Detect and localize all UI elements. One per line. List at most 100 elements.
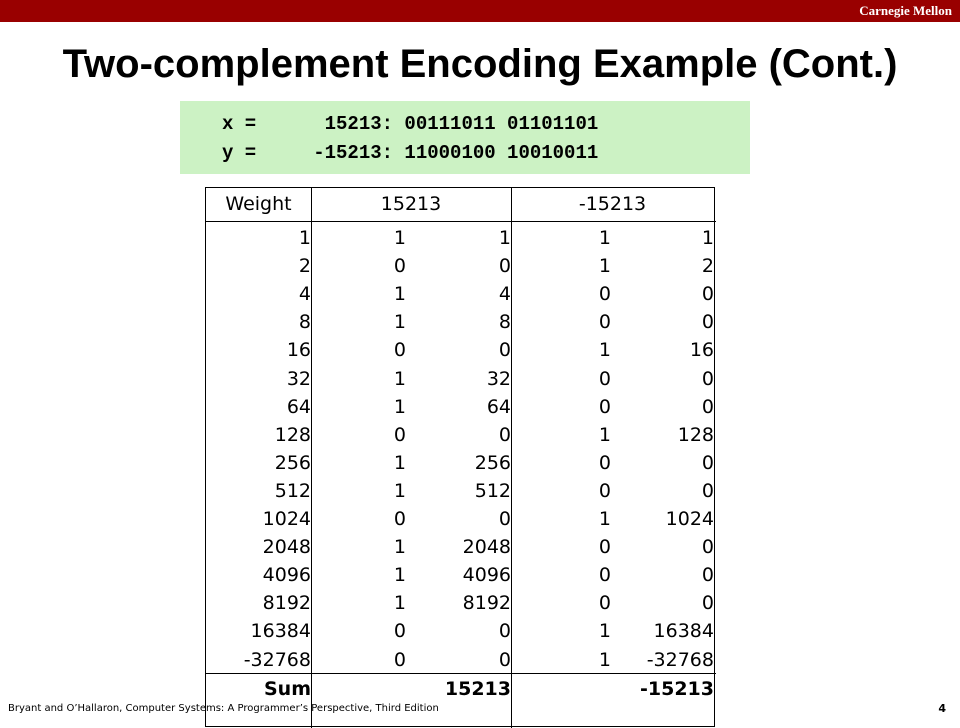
citation: Bryant and O’Hallaron, Computer Systems:…: [8, 703, 439, 714]
table-cell: 0: [393, 423, 406, 446]
column-rule: [511, 188, 512, 728]
table-cell: 8: [498, 311, 511, 334]
table-cell: 32: [486, 367, 511, 390]
page-number: 4: [938, 702, 946, 715]
table-cell: 1: [598, 648, 611, 671]
header-cell: -15213: [578, 193, 647, 215]
table-cell: 128: [274, 423, 311, 446]
table-cell: 1: [393, 592, 406, 615]
table-cell: 0: [598, 564, 611, 587]
table-cell: 1024: [665, 508, 714, 530]
table-cell: 0: [701, 592, 714, 615]
table-cell: 1: [393, 311, 406, 334]
table-cell: 0: [498, 339, 511, 362]
table-cell: 1: [393, 536, 406, 559]
top-bar: [0, 0, 960, 22]
table-cell: 0: [598, 367, 611, 390]
table-cell: 16384: [653, 620, 714, 643]
table-cell: 16: [286, 339, 311, 362]
header-cell: 15213: [380, 193, 442, 215]
table-cell: 1: [393, 395, 406, 418]
table-cell: 0: [498, 508, 511, 530]
table-cell: 4096: [462, 564, 511, 587]
table-cell: 0: [498, 648, 511, 671]
table-cell: 1: [598, 620, 611, 643]
table-cell: 2048: [462, 536, 511, 559]
code-box: x = 15213: 00111011 01101101 y = -15213:…: [180, 101, 750, 174]
table-cell: 16: [689, 339, 714, 362]
title: Two-complement Encoding Example (Cont.): [62, 42, 898, 86]
table-cell: 1: [701, 227, 714, 249]
table-cell: 1: [498, 227, 511, 249]
table-cell: 0: [393, 339, 406, 362]
table-cell: 256: [274, 451, 311, 474]
table-cell: 0: [701, 395, 714, 418]
table-cell: 4096: [262, 564, 311, 587]
table-cell: 1: [393, 479, 406, 502]
table-cell: 0: [393, 620, 406, 643]
sum-rule: [206, 672, 716, 674]
table-cell: 128: [677, 423, 714, 446]
table-cell: 64: [286, 395, 311, 418]
table-cell: -32768: [646, 648, 714, 671]
table-cell: 8: [298, 311, 311, 334]
table-cell: 256: [474, 451, 511, 474]
table-cell: 512: [274, 479, 311, 502]
table-cell: 16384: [250, 620, 311, 643]
table-cell: 0: [598, 536, 611, 559]
table-cell: 0: [393, 648, 406, 671]
table-cell: 0: [598, 311, 611, 334]
table-cell: 0: [598, 283, 611, 306]
table-cell: 0: [701, 311, 714, 334]
table-cell: 1: [393, 451, 406, 474]
table-cell: 8192: [462, 592, 511, 615]
table-cell: 32: [286, 367, 311, 390]
table-cell: 0: [598, 451, 611, 474]
column-rule: [311, 188, 312, 728]
sum-cell: Sum: [263, 677, 311, 700]
code-line: y = -15213: 11000100 10010011: [222, 142, 599, 164]
table-cell: 0: [598, 395, 611, 418]
table-cell: 0: [598, 479, 611, 502]
header-cell: Weight: [225, 193, 292, 215]
header-rule: [206, 221, 716, 222]
table-cell: 0: [393, 508, 406, 530]
table-cell: 1: [393, 283, 406, 306]
table-cell: 512: [474, 479, 511, 502]
table: Weight 15213 -15213 1 1 1 1 1 2 0 0 1 2 4 1 4 0 0 8 1 8 0 0 16 0…: [205, 187, 716, 728]
table-cell: 1: [598, 227, 611, 249]
table-cell: 0: [498, 423, 511, 446]
table-cell: 1: [393, 367, 406, 390]
table-cell: 0: [598, 592, 611, 615]
table-cell: 1: [598, 339, 611, 362]
table-cell: 8192: [262, 592, 311, 615]
code-line: x = 15213: 00111011 01101101: [222, 113, 599, 135]
table-cell: 0: [701, 367, 714, 390]
table-cell: 0: [701, 479, 714, 502]
table-cell: 2048: [262, 536, 311, 559]
table-cell: 0: [498, 255, 511, 278]
table-cell: 0: [701, 451, 714, 474]
table-cell: 1: [598, 423, 611, 446]
table-cell: 2: [298, 255, 311, 278]
sum-cell: -15213: [640, 677, 714, 700]
table-cell: 1: [298, 227, 311, 249]
table-cell: 1: [393, 227, 406, 249]
table-cell: -32768: [243, 648, 311, 671]
table-cell: 0: [701, 564, 714, 587]
table-cell: 1: [598, 508, 611, 530]
table-cell: 0: [393, 255, 406, 278]
table-cell: 64: [486, 395, 511, 418]
table-cell: 0: [701, 536, 714, 559]
table-cell: 0: [701, 283, 714, 306]
table-cell: 1: [598, 255, 611, 278]
table-cell: 4: [298, 283, 311, 306]
table-cell: 2: [701, 255, 714, 278]
brand: Carnegie Mellon: [859, 3, 952, 18]
table-cell: 0: [498, 620, 511, 643]
table-cell: 1024: [262, 508, 311, 530]
table-cell: 1: [393, 564, 406, 587]
table-cell: 4: [498, 283, 511, 306]
sum-cell: 15213: [444, 677, 511, 700]
